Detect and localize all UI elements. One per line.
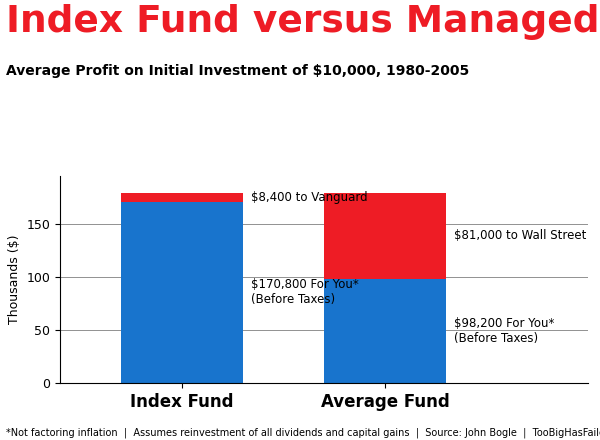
- Bar: [121, 202, 243, 383]
- Text: $81,000 to Wall Street: $81,000 to Wall Street: [454, 229, 586, 242]
- Text: $8,400 to Vanguard: $8,400 to Vanguard: [251, 191, 368, 204]
- Text: *Not factoring inflation  |  Assumes reinvestment of all dividends and capital g: *Not factoring inflation | Assumes reinv…: [6, 427, 600, 438]
- Bar: [121, 193, 243, 202]
- Text: Average Profit on Initial Investment of $10,000, 1980-2005: Average Profit on Initial Investment of …: [6, 64, 469, 78]
- Y-axis label: Thousands ($): Thousands ($): [8, 235, 21, 324]
- Bar: [324, 279, 446, 383]
- Text: $98,200 For You*
(Before Taxes): $98,200 For You* (Before Taxes): [454, 317, 554, 345]
- Bar: [324, 193, 446, 279]
- Text: $170,800 For You*
(Before Taxes): $170,800 For You* (Before Taxes): [251, 278, 359, 306]
- Text: Index Fund versus Managed Fund: Index Fund versus Managed Fund: [6, 4, 600, 40]
